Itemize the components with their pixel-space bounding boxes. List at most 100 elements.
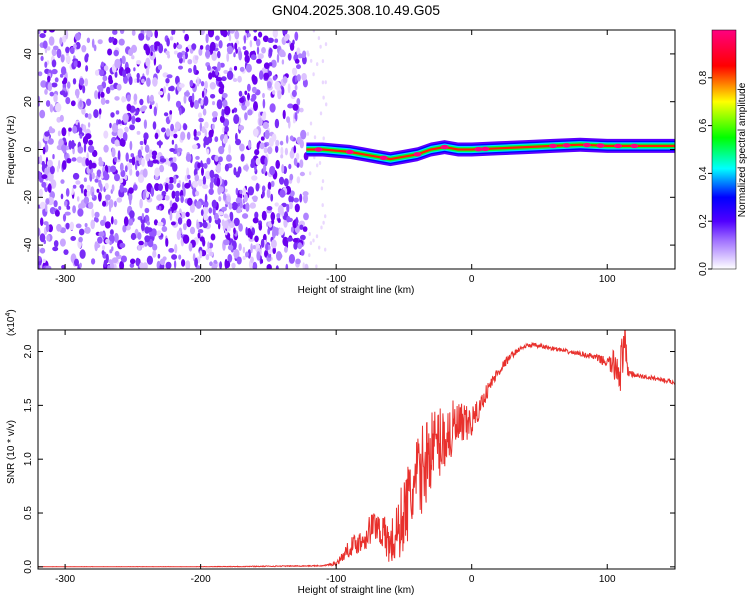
noise-speckle [242, 255, 246, 260]
noise-speckle [227, 244, 234, 251]
noise-speckle [103, 65, 109, 71]
noise-speckle [44, 88, 48, 95]
noise-speckle [152, 250, 157, 258]
noise-speckle [79, 249, 86, 259]
noise-speckle [292, 103, 299, 111]
noise-speckle [184, 91, 190, 97]
noise-speckle [152, 243, 158, 251]
noise-speckle [275, 145, 279, 153]
noise-speckle [202, 175, 207, 186]
band-peak [440, 144, 449, 150]
snr-ylabel: SNR (10 * v/v) [6, 420, 17, 484]
noise-speckle [209, 41, 216, 52]
noise-speckle [196, 79, 200, 87]
noise-speckle [237, 75, 242, 83]
noise-speckle [295, 216, 299, 227]
noise-speckle [167, 160, 171, 167]
noise-speckle [100, 91, 105, 98]
noise-speckle [226, 236, 231, 241]
noise-speckle [289, 42, 295, 51]
noise-speckle [236, 256, 242, 265]
noise-speckle [265, 243, 269, 252]
noise-speckle [267, 146, 273, 155]
noise-speckle [239, 143, 245, 152]
noise-speckle [284, 147, 288, 156]
noise-speckle [42, 40, 48, 49]
noise-speckle [76, 156, 83, 163]
snr-xtick-label: 100 [599, 574, 616, 585]
noise-speckle [211, 70, 215, 78]
noise-speckle [161, 127, 166, 133]
noise-speckle [176, 147, 183, 153]
noise-speckle [289, 190, 295, 197]
noise-speckle [309, 171, 312, 176]
noise-speckle [79, 77, 85, 86]
noise-speckle [47, 75, 51, 83]
noise-speckle [59, 90, 66, 96]
noise-speckle [274, 118, 280, 129]
noise-speckle [139, 198, 143, 209]
noise-speckle [117, 128, 124, 139]
noise-speckle [91, 172, 95, 180]
noise-speckle [66, 205, 71, 210]
noise-speckle [139, 98, 144, 106]
noise-speckle [91, 258, 96, 265]
noise-speckle [171, 254, 178, 260]
noise-speckle [173, 42, 177, 50]
noise-speckle [200, 160, 203, 168]
noise-speckle [124, 165, 128, 173]
noise-speckle [100, 97, 106, 105]
noise-speckle [135, 117, 141, 123]
noise-speckle [112, 30, 118, 35]
spectrogram-noise [38, 30, 328, 269]
noise-speckle [264, 129, 270, 140]
noise-speckle [255, 157, 261, 166]
noise-speckle [325, 102, 328, 107]
noise-speckle [243, 193, 248, 203]
noise-speckle [212, 101, 215, 106]
noise-speckle [267, 181, 272, 191]
noise-speckle [91, 38, 95, 48]
noise-speckle [137, 174, 145, 184]
noise-speckle [119, 183, 124, 193]
colorbar-tick-label: 0.2 [698, 214, 709, 228]
noise-speckle [215, 68, 219, 76]
noise-speckle [169, 148, 176, 152]
noise-speckle [63, 249, 69, 256]
noise-speckle [234, 42, 238, 50]
noise-speckle [221, 108, 225, 118]
noise-speckle [83, 177, 87, 182]
noise-speckle [86, 184, 91, 191]
noise-speckle [252, 128, 259, 137]
noise-speckle [270, 193, 274, 202]
noise-speckle [252, 75, 258, 85]
noise-speckle [281, 86, 285, 96]
noise-speckle [202, 205, 209, 216]
noise-speckle [218, 145, 225, 155]
noise-speckle [108, 259, 113, 264]
noise-speckle [182, 211, 186, 219]
noise-speckle [296, 74, 301, 82]
noise-speckle [209, 82, 216, 90]
noise-speckle [186, 218, 192, 228]
noise-speckle [83, 196, 90, 204]
noise-speckle [214, 155, 219, 162]
noise-speckle [97, 91, 101, 100]
noise-speckle [187, 68, 193, 73]
noise-speckle [263, 163, 267, 174]
noise-speckle [168, 248, 175, 253]
noise-speckle [83, 188, 88, 197]
spectrogram-ytick-label: 20 [23, 96, 34, 108]
noise-speckle [101, 245, 106, 251]
noise-speckle [108, 202, 112, 213]
noise-speckle [86, 98, 92, 107]
noise-speckle [264, 156, 268, 167]
noise-speckle [45, 181, 48, 188]
noise-speckle [197, 162, 202, 169]
noise-speckle [259, 117, 262, 126]
noise-speckle [289, 201, 293, 210]
noise-speckle [209, 261, 213, 267]
noise-speckle [177, 44, 183, 50]
noise-speckle [324, 80, 327, 85]
noise-speckle [154, 132, 159, 140]
